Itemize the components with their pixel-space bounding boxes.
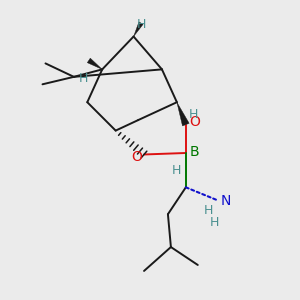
Polygon shape	[87, 58, 102, 69]
Text: H: H	[209, 216, 219, 229]
Polygon shape	[177, 102, 189, 126]
Text: H: H	[136, 18, 146, 31]
Text: H: H	[172, 164, 182, 177]
Text: N: N	[221, 194, 231, 208]
Text: H: H	[79, 72, 88, 85]
Text: O: O	[131, 151, 142, 164]
Text: B: B	[190, 146, 200, 159]
Polygon shape	[134, 22, 143, 37]
Text: H: H	[203, 204, 213, 217]
Text: O: O	[189, 115, 200, 129]
Text: H: H	[189, 108, 198, 121]
